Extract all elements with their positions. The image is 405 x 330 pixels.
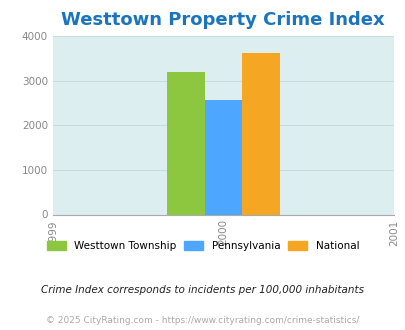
- Text: © 2025 CityRating.com - https://www.cityrating.com/crime-statistics/: © 2025 CityRating.com - https://www.city…: [46, 315, 359, 325]
- Title: Westtown Property Crime Index: Westtown Property Crime Index: [61, 11, 384, 29]
- Text: Crime Index corresponds to incidents per 100,000 inhabitants: Crime Index corresponds to incidents per…: [41, 285, 364, 295]
- Bar: [241, 53, 279, 214]
- Legend: Westtown Township, Pennsylvania, National: Westtown Township, Pennsylvania, Nationa…: [43, 237, 362, 255]
- Bar: [204, 100, 241, 214]
- Bar: [166, 72, 204, 215]
